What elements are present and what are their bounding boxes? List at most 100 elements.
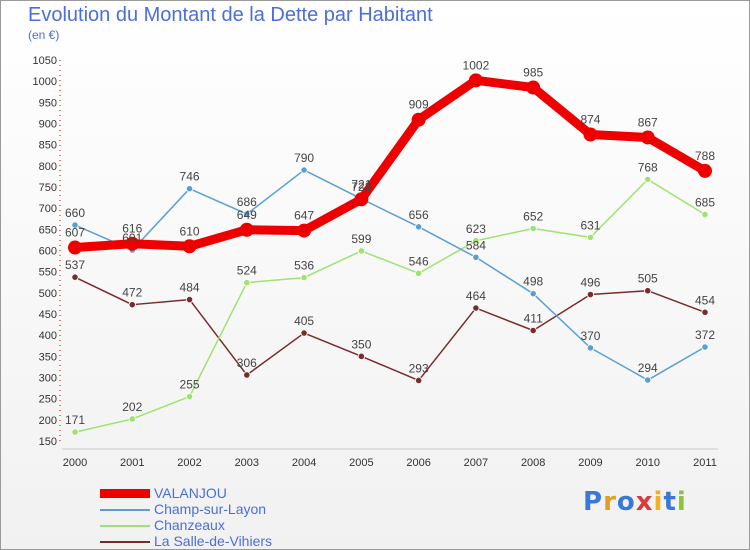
data-point-champ-sur-layon bbox=[300, 166, 308, 174]
y-tick-label: 450 bbox=[39, 309, 57, 321]
y-tick-label: 650 bbox=[39, 224, 57, 236]
logo-letter: r bbox=[603, 487, 617, 517]
data-label-valanjou: 607 bbox=[65, 226, 85, 240]
series-line-chanzeaux bbox=[74, 178, 706, 433]
data-point-valanjou bbox=[125, 236, 140, 251]
data-label-valanjou: 874 bbox=[580, 113, 600, 127]
x-tick-label: 2010 bbox=[635, 457, 659, 469]
data-point-chanzeaux bbox=[701, 210, 709, 219]
x-tick-label: 2011 bbox=[693, 457, 717, 469]
data-point-champ-sur-layon bbox=[586, 344, 595, 352]
data-label-chanzeaux: 685 bbox=[695, 196, 715, 210]
legend-swatch-valanjou bbox=[100, 489, 150, 498]
y-tick-label: 200 bbox=[39, 415, 57, 427]
logo-letter: i bbox=[653, 487, 664, 517]
data-point-chanzeaux bbox=[71, 428, 79, 436]
data-label-champ-sur-layon: 372 bbox=[695, 328, 715, 342]
x-tick-label: 2000 bbox=[63, 457, 87, 469]
data-label-champ-sur-layon: 601 bbox=[122, 231, 142, 245]
data-label-la-salle-de-vihiers: 350 bbox=[351, 337, 371, 351]
data-point-la-salle-de-vihiers bbox=[128, 301, 136, 309]
y-tick-label: 500 bbox=[39, 288, 57, 300]
x-tick-label: 2006 bbox=[406, 457, 430, 469]
legend-item-champ-sur-layon: Champ-sur-Layon bbox=[100, 501, 330, 517]
data-point-la-salle-de-vihiers bbox=[71, 273, 79, 281]
data-point-valanjou bbox=[583, 127, 598, 142]
x-tick-label: 2001 bbox=[120, 457, 144, 469]
data-point-champ-sur-layon bbox=[529, 290, 537, 298]
series-line-valanjou bbox=[70, 75, 710, 253]
data-point-valanjou bbox=[640, 130, 655, 145]
data-point-la-salle-de-vihiers bbox=[644, 287, 652, 295]
data-label-la-salle-de-vihiers: 405 bbox=[294, 314, 314, 328]
data-point-la-salle-de-vihiers bbox=[701, 308, 709, 316]
logo-letter: x bbox=[635, 487, 654, 517]
data-label-la-salle-de-vihiers: 293 bbox=[409, 361, 429, 375]
data-label-la-salle-de-vihiers: 464 bbox=[466, 289, 486, 303]
data-label-champ-sur-layon: 746 bbox=[180, 170, 200, 184]
data-label-la-salle-de-vihiers: 505 bbox=[638, 272, 658, 286]
data-point-valanjou bbox=[411, 112, 426, 127]
legend-swatch-chanzeaux bbox=[100, 525, 150, 527]
data-label-valanjou: 788 bbox=[695, 149, 715, 163]
data-label-valanjou: 721 bbox=[351, 177, 371, 191]
data-point-la-salle-de-vihiers bbox=[472, 304, 480, 312]
data-label-champ-sur-layon: 370 bbox=[580, 329, 600, 343]
y-tick-label: 950 bbox=[39, 97, 57, 109]
data-label-chanzeaux: 171 bbox=[65, 413, 85, 427]
x-tick-label: 2008 bbox=[521, 457, 545, 469]
legend-item-chanzeaux: Chanzeaux bbox=[100, 517, 330, 533]
x-tick-label: 2005 bbox=[349, 457, 373, 469]
y-tick-label: 850 bbox=[39, 140, 57, 152]
y-tick-label: 150 bbox=[39, 436, 57, 448]
legend-label: La Salle-de-Vihiers bbox=[154, 533, 273, 549]
x-tick-label: 2009 bbox=[578, 457, 602, 469]
data-label-la-salle-de-vihiers: 537 bbox=[65, 258, 85, 272]
data-label-la-salle-de-vihiers: 496 bbox=[580, 276, 600, 290]
data-point-chanzeaux bbox=[243, 279, 251, 287]
data-label-valanjou: 647 bbox=[294, 209, 314, 223]
y-tick-label: 550 bbox=[39, 267, 57, 279]
chart-title: Evolution du Montant de la Dette par Hab… bbox=[28, 4, 433, 26]
legend-swatch-champ-sur-layon bbox=[100, 509, 150, 511]
data-point-champ-sur-layon bbox=[701, 343, 709, 351]
data-point-champ-sur-layon bbox=[415, 223, 423, 231]
data-label-champ-sur-layon: 656 bbox=[409, 208, 429, 222]
data-label-champ-sur-layon: 294 bbox=[638, 361, 658, 375]
legend-swatch-la-salle-de-vihiers bbox=[100, 541, 150, 543]
data-point-champ-sur-layon bbox=[71, 221, 79, 229]
legend-item-la-salle-de-vihiers: La Salle-de-Vihiers bbox=[100, 533, 330, 549]
data-point-chanzeaux bbox=[300, 273, 308, 282]
y-tick-label: 700 bbox=[39, 203, 57, 215]
legend-label: Champ-sur-Layon bbox=[154, 501, 267, 517]
logo-letter: i bbox=[676, 487, 687, 517]
data-label-chanzeaux: 631 bbox=[580, 218, 600, 232]
proxiti-logo: Proxiti bbox=[583, 487, 687, 517]
data-label-la-salle-de-vihiers: 472 bbox=[122, 286, 142, 300]
data-point-valanjou bbox=[698, 163, 712, 178]
legend-label: Chanzeaux bbox=[154, 517, 225, 533]
data-point-chanzeaux bbox=[185, 392, 194, 401]
y-tick-label: 750 bbox=[39, 182, 57, 194]
logo-letter: t bbox=[663, 487, 677, 517]
data-label-champ-sur-layon: 498 bbox=[523, 275, 543, 289]
legend-item-valanjou: VALANJOU bbox=[100, 485, 330, 501]
y-tick-label: 900 bbox=[39, 119, 57, 131]
data-label-chanzeaux: 599 bbox=[351, 232, 371, 246]
data-label-champ-sur-layon: 722 bbox=[351, 180, 371, 194]
data-point-la-salle-de-vihiers bbox=[300, 329, 308, 337]
data-label-champ-sur-layon: 790 bbox=[294, 151, 314, 165]
data-point-chanzeaux bbox=[357, 247, 365, 255]
data-point-champ-sur-layon bbox=[472, 253, 480, 261]
x-tick-label: 2007 bbox=[464, 457, 488, 469]
y-tick-label: 1050 bbox=[33, 55, 57, 67]
data-point-champ-sur-layon bbox=[243, 210, 251, 218]
data-point-la-salle-de-vihiers bbox=[357, 352, 365, 360]
data-point-la-salle-de-vihiers bbox=[243, 371, 251, 379]
logo-letter: P bbox=[583, 487, 604, 517]
data-label-valanjou: 867 bbox=[638, 115, 658, 129]
x-tick-label: 2002 bbox=[177, 457, 201, 469]
data-label-champ-sur-layon: 686 bbox=[237, 195, 257, 209]
